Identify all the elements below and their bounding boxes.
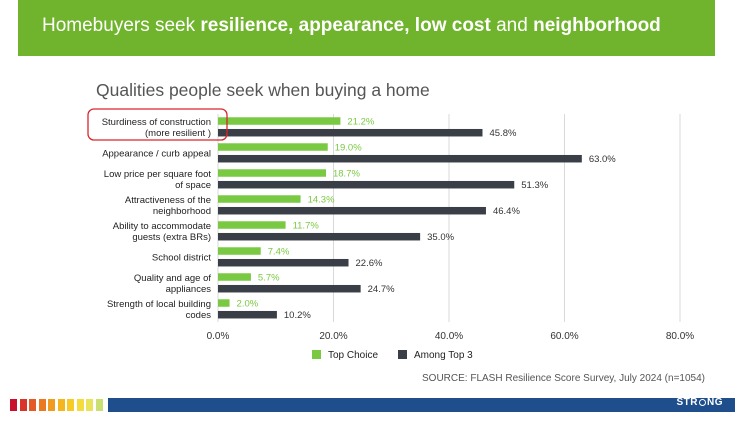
category-label: codes (186, 310, 212, 321)
data-label: 10.2% (284, 310, 311, 321)
header-banner: Homebuyers seek resilience, appearance, … (18, 0, 715, 56)
brand-logo-ring-icon (699, 399, 706, 406)
banner-title-emphasis: resilience, appearance, low cost (200, 15, 491, 36)
banner-title-part: and (490, 15, 534, 36)
bar-top-choice (218, 169, 326, 177)
footer: STR NG (0, 396, 753, 414)
color-stripe (48, 399, 55, 411)
x-tick-label: 40.0% (435, 331, 463, 342)
chart-title: Qualities people seek when buying a home (96, 80, 430, 100)
data-label: 14.3% (308, 195, 335, 206)
color-stripe (86, 399, 93, 411)
brand-logo-text: NG (707, 397, 723, 408)
bar-top-choice (218, 299, 230, 307)
bar-top-choice (218, 117, 341, 125)
data-label: 5.7% (258, 273, 280, 284)
data-label: 18.7% (333, 169, 360, 180)
footer-bar (108, 398, 735, 412)
color-stripe (19, 399, 27, 411)
bar-among-top-3 (218, 310, 277, 319)
data-label: 63.0% (589, 154, 616, 165)
color-stripe (10, 399, 17, 411)
bar-chart: 0.0% 20.0% 40.0% 60.0% 80.0% Sturdiness of co… (87, 108, 694, 361)
color-stripe (67, 399, 74, 411)
data-label: 21.2% (347, 117, 374, 128)
color-stripe (57, 399, 65, 411)
data-label: 35.0% (427, 232, 454, 243)
banner-title-emphasis: neighborhood (533, 15, 661, 36)
legend-label: Top Choice (328, 350, 378, 361)
bar-among-top-3 (218, 206, 486, 215)
legend-label: Among Top 3 (414, 350, 473, 361)
category-label: Attractiveness of the (125, 195, 211, 206)
brand-logo: STR NG (677, 397, 724, 408)
category-label: (more resilient ) (145, 128, 211, 139)
source-note: SOURCE: FLASH Resilience Score Survey, J… (422, 373, 705, 384)
bar-among-top-3 (218, 232, 421, 241)
bar-top-choice (218, 195, 301, 203)
bar-among-top-3 (218, 128, 483, 137)
category-label: neighborhood (153, 206, 211, 217)
legend-swatch (312, 350, 321, 359)
category-label: School district (152, 253, 211, 264)
category-label: Sturdiness of construction (102, 117, 211, 128)
banner-title: Homebuyers seek resilience, appearance, … (42, 15, 661, 37)
color-stripe (95, 399, 103, 411)
banner-title-part: Homebuyers seek (42, 15, 201, 36)
category-label: Strength of local building (107, 299, 211, 310)
x-tick-label: 80.0% (666, 331, 694, 342)
bar-top-choice (218, 221, 286, 229)
category-label: Ability to accommodate (113, 221, 211, 232)
data-label: 22.6% (356, 258, 383, 269)
data-label: 45.8% (489, 128, 516, 139)
highlight-box (87, 108, 228, 141)
data-label: 19.0% (335, 143, 362, 154)
bar-among-top-3 (218, 284, 361, 293)
x-tick-label: 20.0% (319, 331, 347, 342)
category-label: Quality and age of (134, 273, 211, 284)
category-label: guests (extra BRs) (132, 232, 211, 243)
bar-among-top-3 (218, 180, 515, 189)
category-label: Low price per square foot (104, 169, 212, 180)
bar-top-choice (218, 247, 261, 255)
data-label: 24.7% (368, 284, 395, 295)
color-stripe (29, 399, 36, 411)
x-tick-label: 60.0% (550, 331, 578, 342)
data-label: 2.0% (237, 299, 259, 310)
bar-top-choice (218, 273, 251, 281)
data-label: 46.4% (493, 206, 520, 217)
x-tick-label: 0.0% (207, 331, 230, 342)
color-stripe (38, 399, 46, 411)
brand-logo-text: STR (676, 397, 698, 408)
category-label: of space (175, 180, 211, 191)
data-label: 11.7% (293, 221, 320, 232)
bar-among-top-3 (218, 258, 349, 267)
bar-top-choice (218, 143, 328, 151)
data-label: 7.4% (268, 247, 290, 258)
bar-among-top-3 (218, 154, 582, 163)
data-label: 51.3% (521, 180, 548, 191)
color-stripe (76, 399, 84, 411)
category-label: appliances (166, 284, 212, 295)
legend-swatch (398, 350, 407, 359)
category-label: Appearance / curb appeal (102, 149, 211, 160)
